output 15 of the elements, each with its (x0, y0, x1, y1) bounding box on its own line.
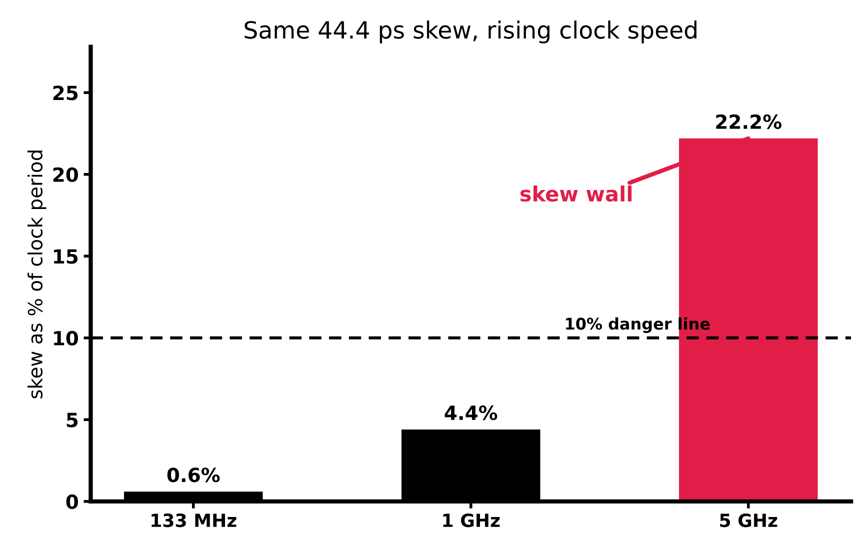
y-tick-label: 20 (53, 167, 78, 182)
annotation: skew wall (520, 186, 632, 202)
y-tick-label: 25 (53, 86, 78, 100)
x-tick-label: 133 MHz (152, 514, 236, 528)
x-tick-label: 1 GHz (443, 514, 500, 528)
y-tick-label: 10 (54, 330, 78, 346)
data-label: 4.4% (444, 405, 498, 420)
x-tick-label: 5 GHz (720, 514, 778, 528)
y-tick-label: 5 (66, 412, 78, 428)
y-tick-label: 15 (54, 249, 78, 264)
y-axis-title: skew as % of clock period (27, 150, 46, 398)
chart-title: Same 44.4 ps skew, rising clock speed (244, 20, 696, 44)
data-label: 0.6% (167, 468, 220, 482)
data-label: 22.2% (716, 114, 782, 130)
y-tick-label: 0 (66, 494, 78, 510)
